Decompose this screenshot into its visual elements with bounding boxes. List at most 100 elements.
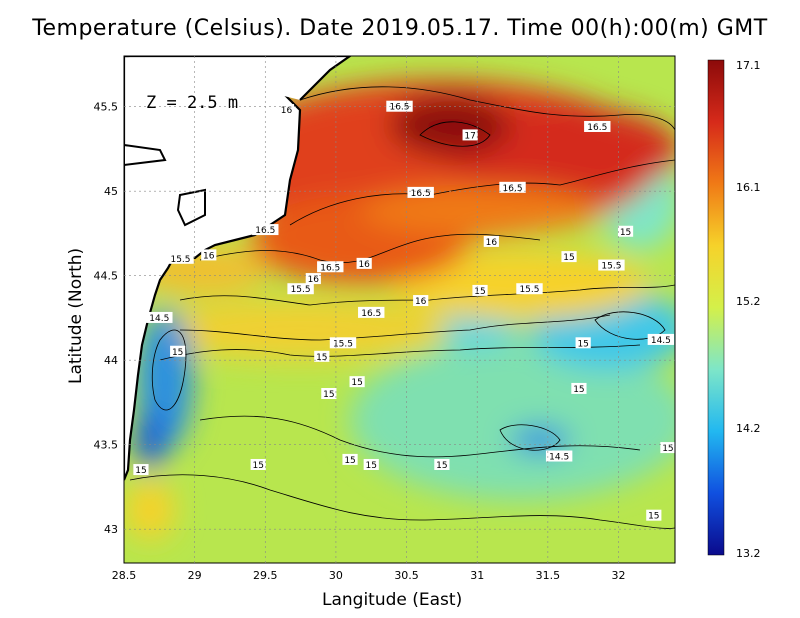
x-axis-label: Langitude (East) xyxy=(322,590,463,610)
y-tick-label: 43 xyxy=(104,523,118,536)
contour-label-box xyxy=(407,186,434,198)
contour-label-box xyxy=(598,259,625,271)
contour-label-box xyxy=(575,337,591,349)
contour-label: 15 xyxy=(662,444,673,454)
lagoon-outline xyxy=(124,143,206,227)
contour-label: 15.5 xyxy=(333,339,353,349)
contour-label: 15 xyxy=(344,456,355,466)
contour-label: 16.5 xyxy=(320,263,340,273)
contour-label-box xyxy=(167,252,194,264)
x-tick-labels: 28.5 29 29.5 30 30.5 31 31.5 32 xyxy=(112,569,626,582)
contour-label-box xyxy=(201,249,217,261)
contour-label: 15 xyxy=(577,339,588,349)
contour-label: 15 xyxy=(135,466,146,476)
colorbar-tick-label: 13.2 xyxy=(736,547,761,560)
contour-label: 15 xyxy=(351,378,362,388)
contour-label-box xyxy=(646,509,662,521)
colorbar-tick-label: 17.1 xyxy=(736,59,761,72)
x-tick-label: 31 xyxy=(470,569,484,582)
contour-label-box xyxy=(146,311,173,323)
contour-label: 16.5 xyxy=(411,189,431,199)
x-tick-label: 28.5 xyxy=(112,569,137,582)
y-tick-labels: 43 43.5 44 44.5 45 45.5 xyxy=(94,101,119,537)
contour-label-box xyxy=(584,120,611,132)
contour-label: 16.5 xyxy=(503,184,523,194)
contour-label: 15.5 xyxy=(601,262,621,272)
contour-label-box xyxy=(133,464,149,476)
contour-label-box xyxy=(170,345,186,357)
contour-label: 17 xyxy=(464,131,475,141)
contour-label-box xyxy=(314,350,330,362)
contour-label-box xyxy=(462,129,478,141)
x-tick-label: 29 xyxy=(188,569,202,582)
contour-label: 15 xyxy=(563,253,574,263)
contour-label-box xyxy=(434,458,450,470)
contour-label-box xyxy=(413,295,429,307)
colorbar xyxy=(707,59,725,556)
contour-label: 15 xyxy=(436,461,447,471)
y-tick-label: 45.5 xyxy=(94,101,119,114)
contour-label: 15 xyxy=(474,287,485,297)
contour-label: 16 xyxy=(415,297,427,307)
contour-lines xyxy=(129,86,675,529)
contour-label-box xyxy=(250,458,266,470)
y-axis-label: Latitude (North) xyxy=(66,247,86,384)
colorbar-tick-label: 15.2 xyxy=(736,295,761,308)
contour-label-box xyxy=(349,376,365,388)
contour-label-box xyxy=(317,261,344,273)
contour-labels: 16.5161716.516.516.516.51615.516151515.5… xyxy=(133,100,675,522)
contour-label: 16 xyxy=(358,260,370,270)
contour-label: 15 xyxy=(316,353,327,363)
contour-label-box xyxy=(386,100,413,112)
contour-label-box xyxy=(287,283,314,295)
contour-label-box xyxy=(305,273,321,285)
contour-label-box xyxy=(516,283,543,295)
contour-label-box xyxy=(278,104,295,116)
contour-label-box xyxy=(363,458,379,470)
x-tick-label: 30.5 xyxy=(394,569,419,582)
y-tick-label: 44.5 xyxy=(94,270,119,283)
contour-label: 14.5 xyxy=(149,314,169,324)
contour-label: 16.5 xyxy=(361,309,381,319)
contour-label: 15.5 xyxy=(519,285,539,295)
colorbar-tick-label: 16.1 xyxy=(736,181,761,194)
contour-label-box xyxy=(660,442,675,454)
contour-label-box xyxy=(617,225,634,237)
contour-label-box xyxy=(358,306,385,318)
x-tick-label: 29.5 xyxy=(253,569,278,582)
contour-label: 16.5 xyxy=(389,103,409,113)
contour-label-box xyxy=(329,337,357,349)
plot-frame xyxy=(123,55,676,564)
x-tick-label: 31.5 xyxy=(536,569,561,582)
contour-label: 14.5 xyxy=(651,336,671,346)
contour-label: 15 xyxy=(323,390,334,400)
contour-label-box xyxy=(647,333,675,345)
contour-label: 15 xyxy=(620,228,631,238)
y-tick-label: 45 xyxy=(104,185,118,198)
depth-label: Z = 2.5 m xyxy=(146,93,238,113)
contour-label: 14.5 xyxy=(549,453,569,463)
y-tick-label: 44 xyxy=(104,354,118,367)
contour-label: 15 xyxy=(573,385,584,395)
contour-label-box xyxy=(561,251,577,263)
gridlines xyxy=(124,56,675,563)
contour-label: 16 xyxy=(308,275,320,285)
colorbar-tick-labels: 17.1 16.1 15.2 14.2 13.2 xyxy=(736,59,761,560)
contour-label-box xyxy=(472,284,488,296)
contour-label: 15 xyxy=(366,461,377,471)
y-tick-label: 43.5 xyxy=(94,439,119,452)
map-title: Temperature (Celsius). Date 2019.05.17. … xyxy=(32,16,768,41)
contour-label-box xyxy=(252,224,279,236)
contour-label: 16.5 xyxy=(587,123,607,133)
contour-label: 16 xyxy=(281,106,293,116)
contour-label: 15.5 xyxy=(170,255,190,265)
colorbar-tick-label: 14.2 xyxy=(736,422,761,435)
contour-label: 15 xyxy=(252,461,263,471)
x-tick-label: 30 xyxy=(329,569,343,582)
contour-label: 15 xyxy=(172,348,183,358)
contour-label: 16 xyxy=(203,251,215,261)
contour-label-box xyxy=(342,453,358,465)
contour-label: 16 xyxy=(486,238,498,248)
x-tick-label: 32 xyxy=(611,569,625,582)
